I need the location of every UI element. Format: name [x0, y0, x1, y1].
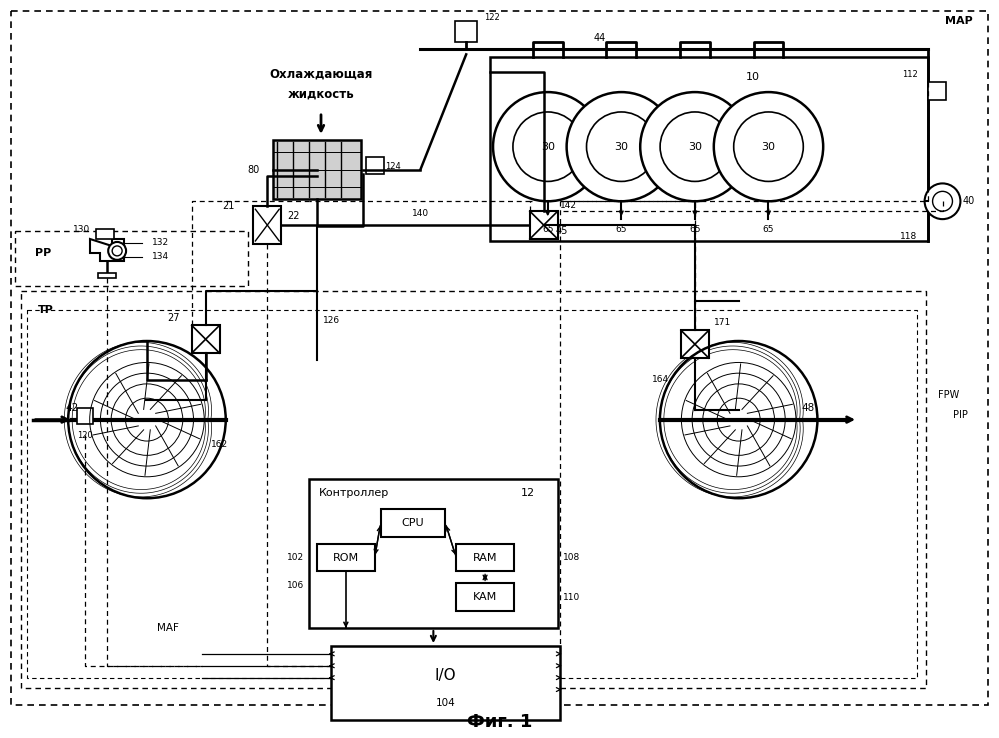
Bar	[381, 509, 446, 537]
Bar	[77, 407, 93, 424]
Text: 10: 10	[745, 72, 759, 82]
Text: MAP: MAP	[945, 15, 972, 26]
Text: Охлаждающая: Охлаждающая	[270, 68, 373, 80]
Text: жидкость: жидкость	[288, 88, 355, 100]
Circle shape	[925, 184, 960, 219]
Text: FPW: FPW	[937, 390, 959, 400]
Bar	[309, 479, 557, 628]
Text: 65: 65	[763, 224, 774, 233]
Text: 118: 118	[900, 232, 918, 241]
Circle shape	[933, 191, 952, 211]
Circle shape	[660, 112, 729, 182]
Text: 44: 44	[593, 32, 605, 43]
Text: ROM: ROM	[333, 553, 359, 562]
Text: 130: 130	[73, 224, 90, 233]
Text: 104: 104	[436, 698, 456, 708]
Text: 126: 126	[323, 316, 340, 325]
Bar	[98, 273, 116, 277]
Bar	[681, 331, 709, 358]
Bar	[96, 229, 114, 239]
Bar	[317, 544, 375, 571]
Text: 108: 108	[562, 553, 579, 562]
Text: 112: 112	[902, 69, 918, 79]
Bar	[274, 139, 361, 199]
Bar	[491, 58, 928, 241]
Text: I/O: I/O	[435, 668, 457, 683]
Bar	[192, 325, 220, 353]
Bar	[27, 311, 917, 677]
Circle shape	[714, 92, 823, 201]
Text: Контроллер: Контроллер	[319, 488, 390, 498]
Circle shape	[733, 112, 803, 182]
Text: 120: 120	[78, 431, 93, 440]
Text: 124: 124	[385, 162, 401, 171]
Circle shape	[494, 92, 602, 201]
Text: 132: 132	[152, 238, 169, 247]
Bar	[456, 21, 478, 43]
Text: 122: 122	[485, 13, 500, 22]
Text: 80: 80	[247, 165, 260, 174]
Bar	[254, 206, 282, 244]
Text: 27: 27	[167, 314, 180, 323]
Text: 140: 140	[412, 209, 429, 218]
Text: Фиг. 1: Фиг. 1	[468, 714, 532, 731]
Circle shape	[566, 92, 676, 201]
Text: RAM: RAM	[473, 553, 498, 562]
Bar	[21, 291, 926, 688]
Text: 162: 162	[211, 440, 228, 449]
Text: 21: 21	[222, 201, 235, 211]
Bar	[928, 82, 945, 100]
Text: 106: 106	[287, 581, 304, 590]
Text: 65: 65	[615, 224, 627, 233]
Text: 142: 142	[559, 201, 576, 210]
Circle shape	[640, 92, 749, 201]
Text: 171: 171	[714, 318, 731, 327]
Circle shape	[112, 246, 122, 256]
Circle shape	[512, 112, 582, 182]
Text: 22: 22	[287, 211, 300, 221]
Text: 45: 45	[555, 226, 568, 236]
Bar	[366, 156, 384, 174]
Text: 65: 65	[689, 224, 700, 233]
Text: 164: 164	[652, 376, 669, 384]
Circle shape	[586, 112, 656, 182]
Text: 40: 40	[962, 196, 975, 207]
Text: 42: 42	[66, 403, 79, 413]
Text: 110: 110	[562, 593, 579, 601]
Bar	[331, 646, 559, 720]
Bar	[529, 211, 557, 239]
Text: 30: 30	[614, 142, 628, 152]
Text: 30: 30	[761, 142, 775, 152]
Text: 134: 134	[152, 252, 169, 261]
Text: 12: 12	[520, 488, 534, 498]
Text: 30: 30	[688, 142, 702, 152]
Text: KAM: KAM	[473, 593, 498, 602]
Circle shape	[108, 242, 126, 260]
Text: 30: 30	[540, 142, 554, 152]
Text: PIP: PIP	[953, 410, 968, 420]
Bar	[457, 583, 513, 611]
Bar	[457, 544, 513, 571]
Text: 48: 48	[801, 403, 815, 413]
Text: TP: TP	[38, 306, 54, 315]
Text: 102: 102	[287, 553, 304, 562]
Text: PP: PP	[35, 248, 51, 258]
Text: CPU: CPU	[402, 518, 424, 528]
Text: MAF: MAF	[157, 623, 179, 633]
Polygon shape	[90, 239, 124, 261]
Text: 65: 65	[542, 224, 553, 233]
Bar	[15, 231, 249, 286]
